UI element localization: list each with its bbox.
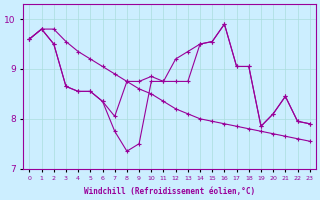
X-axis label: Windchill (Refroidissement éolien,°C): Windchill (Refroidissement éolien,°C)	[84, 187, 255, 196]
